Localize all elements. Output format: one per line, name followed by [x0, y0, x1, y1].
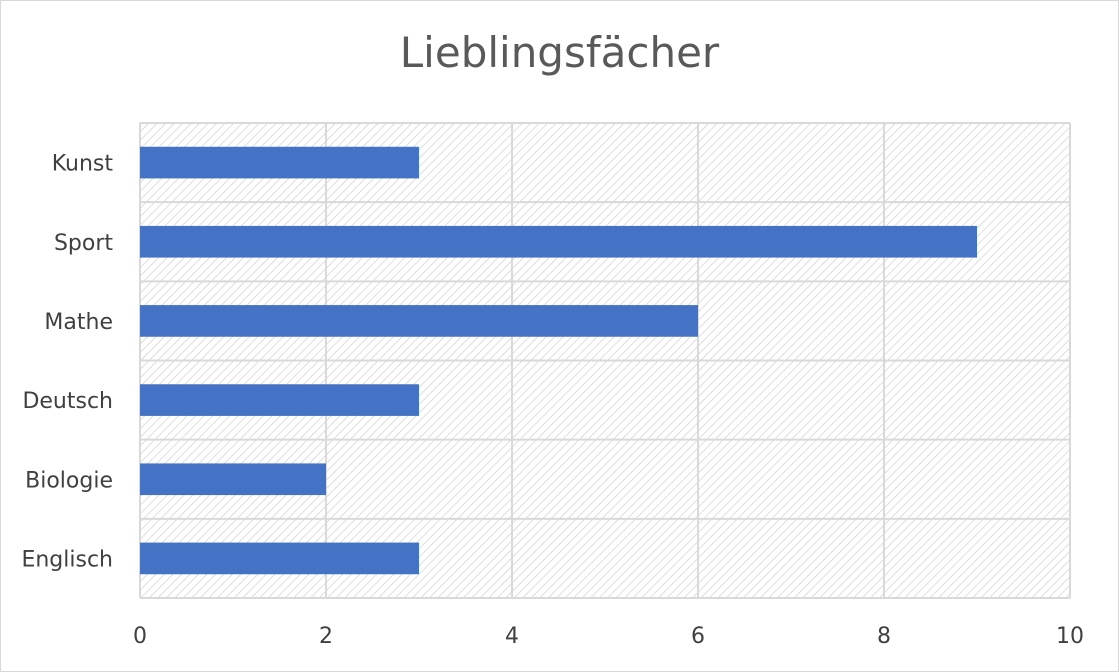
tick-label-2: 2: [319, 624, 333, 649]
tick-label-4: 4: [505, 624, 519, 649]
gridlines: [139, 122, 1071, 599]
tick-label-6: 6: [691, 624, 705, 649]
tick-label-10: 10: [1056, 624, 1084, 649]
category-label-sport: Sport: [54, 231, 113, 256]
chart-title: Lieblingsfächer: [399, 28, 720, 77]
category-label-biologie: Biologie: [25, 468, 113, 493]
tick-label-0: 0: [133, 624, 147, 649]
value-axis: 0 2 4 6 8 10: [133, 624, 1084, 649]
bar-sport: [140, 225, 977, 258]
category-label-mathe: Mathe: [44, 310, 113, 335]
category-axis: Englisch Biologie Deutsch Mathe Sport Kunst: [21, 152, 113, 573]
bar-englisch: [140, 542, 419, 575]
bar-deutsch: [140, 384, 419, 416]
category-label-kunst: Kunst: [52, 152, 114, 177]
category-label-deutsch: Deutsch: [22, 389, 113, 414]
tick-label-8: 8: [877, 624, 891, 649]
bar-mathe: [140, 305, 698, 337]
category-label-englisch: Englisch: [21, 547, 113, 572]
bars: [140, 146, 977, 575]
bar-biologie: [140, 463, 326, 496]
bar-kunst: [140, 146, 419, 179]
